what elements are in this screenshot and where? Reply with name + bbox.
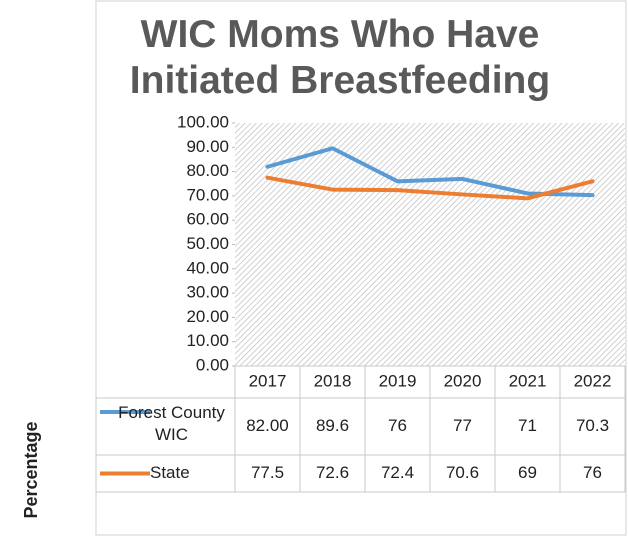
legend-label-box: State: [150, 462, 190, 482]
table-value: 69: [518, 463, 537, 482]
table-value: 76: [583, 463, 602, 482]
x-tick-label: 2018: [314, 371, 352, 390]
table-value: 72.4: [381, 463, 414, 482]
y-tick-label: 20.00: [186, 307, 229, 326]
y-tick-label: 50.00: [186, 234, 229, 253]
legend-label: State: [150, 462, 190, 482]
table-value: 82.00: [246, 416, 289, 435]
plot-area: [235, 123, 625, 366]
table-value: 70.3: [576, 416, 609, 435]
table-value: 89.6: [316, 416, 349, 435]
chart-title: WIC Moms Who Have Initiated Breastfeedin…: [129, 13, 551, 102]
y-tick-label: 70.00: [186, 185, 229, 204]
y-tick-label: 100.00: [177, 112, 229, 131]
y-axis-label: Percentage: [21, 421, 41, 518]
y-tick-label: 80.00: [186, 161, 229, 180]
legend-label: Forest County WIC: [118, 403, 225, 444]
x-tick-label: 2021: [509, 371, 547, 390]
table-value: 70.6: [446, 463, 479, 482]
x-tick-label: 2020: [444, 371, 482, 390]
y-tick-label: 90.00: [186, 137, 229, 156]
y-tick-label: 40.00: [186, 258, 229, 277]
table-value: 77: [453, 416, 472, 435]
table-value: 77.5: [251, 463, 284, 482]
table-value: 72.6: [316, 463, 349, 482]
y-tick-label: 10.00: [186, 331, 229, 350]
y-tick-label: 0.00: [196, 355, 229, 374]
y-tick-label: 30.00: [186, 283, 229, 302]
chart-border: [95, 0, 627, 536]
data-line: [265, 175, 595, 201]
table-value: 71: [518, 416, 537, 435]
x-tick-label: 2022: [574, 371, 612, 390]
legend-label-box: Forest County WIC: [118, 403, 225, 444]
y-tick-label: 60.00: [186, 210, 229, 229]
table-value: 76: [388, 416, 407, 435]
x-tick-label: 2017: [249, 371, 287, 390]
x-tick-label: 2019: [379, 371, 417, 390]
